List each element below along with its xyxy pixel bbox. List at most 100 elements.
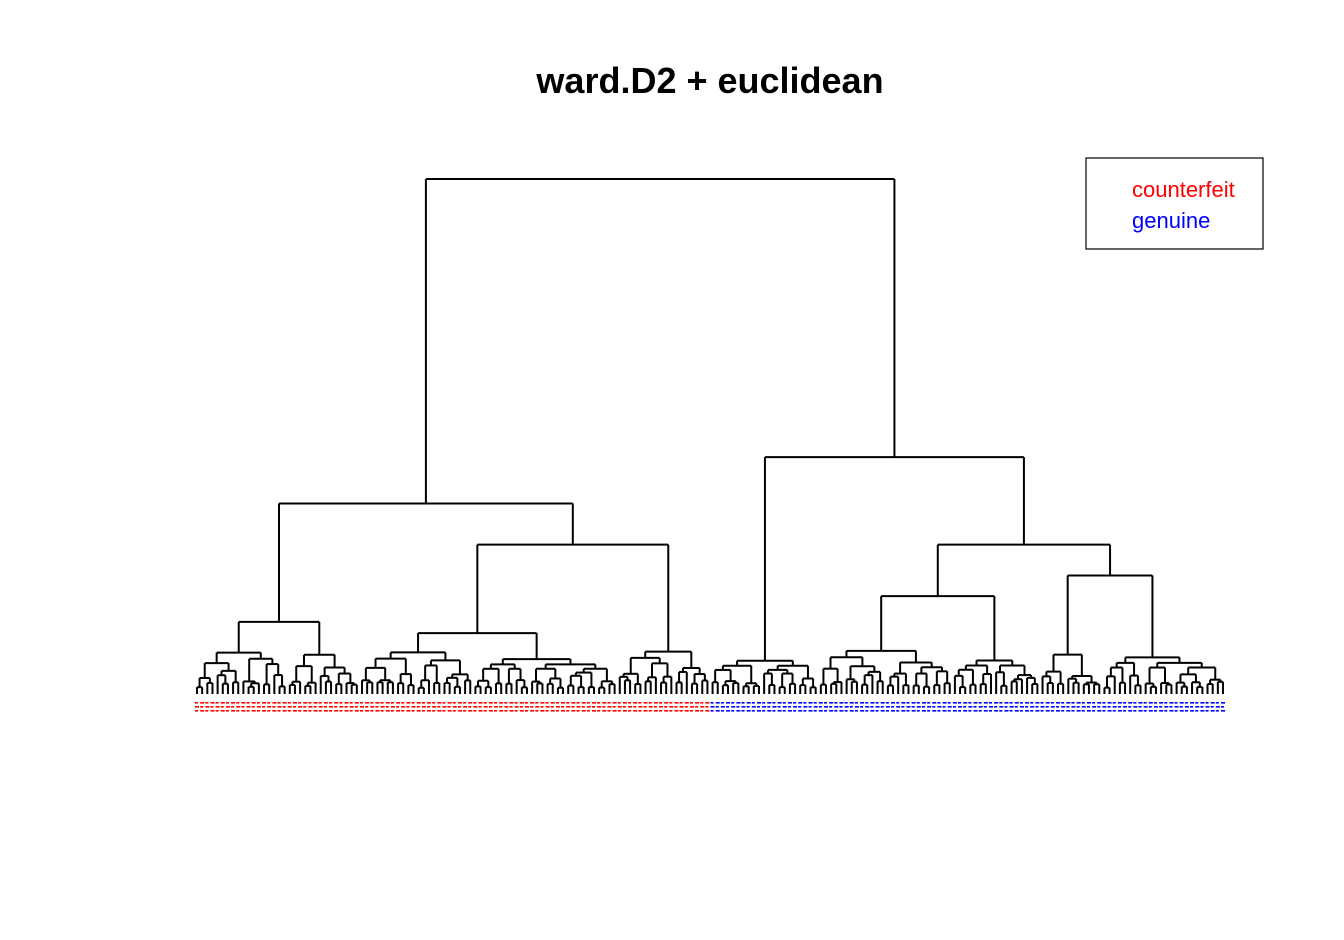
leaf-label-mark-counterfeit bbox=[555, 702, 559, 704]
leaf-label-mark-genuine bbox=[860, 706, 864, 708]
leaf-label-mark-counterfeit bbox=[267, 702, 271, 704]
leaf-label-mark-genuine bbox=[906, 706, 911, 708]
leaf-label-mark-genuine bbox=[1035, 706, 1039, 708]
leaf-label-mark-genuine bbox=[1061, 702, 1065, 704]
leaf-label-mark-counterfeit bbox=[344, 706, 348, 708]
leaf-label-mark-genuine bbox=[963, 702, 968, 704]
leaf-label-mark-counterfeit bbox=[591, 702, 596, 704]
leaf-label-mark-genuine bbox=[839, 710, 844, 712]
leaf-label-mark-counterfeit bbox=[457, 706, 461, 708]
leaf-label-mark-counterfeit bbox=[241, 710, 246, 712]
leaf-label-mark-genuine bbox=[1205, 702, 1209, 704]
leaf-label-mark-counterfeit bbox=[220, 710, 225, 712]
leaf-label-mark-genuine bbox=[911, 702, 916, 704]
leaf-label-mark-counterfeit bbox=[313, 710, 318, 712]
leaf-label-mark-genuine bbox=[1143, 710, 1147, 712]
leaf-label-mark-counterfeit bbox=[251, 702, 256, 704]
leaf-label-mark-genuine bbox=[1102, 706, 1107, 708]
leaf-label-mark-counterfeit bbox=[432, 706, 437, 708]
leaf-label-mark-counterfeit bbox=[591, 706, 595, 708]
leaf-label-mark-counterfeit bbox=[607, 710, 611, 712]
leaf-label-mark-genuine bbox=[726, 706, 730, 708]
leaf-label-mark-counterfeit bbox=[442, 706, 447, 708]
leaf-label-mark-genuine bbox=[978, 706, 983, 708]
leaf-label-mark-counterfeit bbox=[365, 702, 370, 704]
leaf-label-mark-counterfeit bbox=[478, 710, 483, 712]
leaf-label-mark-genuine bbox=[1025, 702, 1030, 704]
leaf-label-mark-genuine bbox=[896, 702, 900, 704]
leaf-label-mark-counterfeit bbox=[653, 710, 658, 712]
leaf-label-mark-genuine bbox=[1169, 710, 1174, 712]
leaf-label-mark-genuine bbox=[746, 702, 751, 704]
leaf-label-mark-genuine bbox=[963, 710, 968, 712]
leaf-label-mark-counterfeit bbox=[236, 710, 240, 712]
leaf-label-mark-genuine bbox=[767, 702, 772, 704]
leaf-label-mark-genuine bbox=[715, 710, 720, 712]
leaf-label-mark-counterfeit bbox=[339, 702, 343, 704]
leaf-label-mark-counterfeit bbox=[633, 706, 637, 708]
leaf-label-mark-genuine bbox=[854, 706, 859, 708]
leaf-label-mark-counterfeit bbox=[251, 706, 255, 708]
leaf-label-mark-genuine bbox=[710, 702, 714, 704]
leaf-label-mark-counterfeit bbox=[432, 710, 436, 712]
leaf-label-mark-counterfeit bbox=[545, 706, 550, 708]
leaf-label-mark-genuine bbox=[968, 706, 973, 708]
leaf-label-mark-genuine bbox=[824, 702, 828, 704]
leaf-label-mark-counterfeit bbox=[246, 706, 251, 708]
leaf-label-mark-counterfeit bbox=[571, 706, 575, 708]
leaf-label-mark-counterfeit bbox=[272, 710, 277, 712]
leaf-label-mark-genuine bbox=[1184, 702, 1188, 704]
leaf-label-mark-counterfeit bbox=[298, 702, 302, 704]
leaf-label-mark-genuine bbox=[849, 706, 853, 708]
leaf-label-mark-counterfeit bbox=[390, 710, 394, 712]
leaf-label-mark-genuine bbox=[988, 706, 993, 708]
leaf-label-mark-counterfeit bbox=[390, 702, 394, 704]
leaf-label-mark-counterfeit bbox=[530, 702, 535, 704]
leaf-label-mark-counterfeit bbox=[359, 702, 363, 704]
leaf-label-mark-genuine bbox=[973, 706, 977, 708]
leaf-label-mark-counterfeit bbox=[457, 710, 462, 712]
leaf-label-mark-genuine bbox=[1056, 702, 1061, 704]
leaf-label-mark-counterfeit bbox=[638, 702, 642, 704]
leaf-label-mark-counterfeit bbox=[488, 710, 493, 712]
leaf-label-mark-genuine bbox=[1097, 710, 1102, 712]
leaf-label-mark-counterfeit bbox=[318, 702, 322, 704]
leaf-label-mark-counterfeit bbox=[323, 710, 328, 712]
leaf-label-mark-counterfeit bbox=[457, 702, 462, 704]
leaf-label-mark-counterfeit bbox=[427, 710, 432, 712]
leaf-label-mark-counterfeit bbox=[664, 710, 669, 712]
leaf-label-mark-counterfeit bbox=[659, 710, 663, 712]
leaf-label-mark-genuine bbox=[942, 710, 947, 712]
leaf-label-mark-genuine bbox=[1081, 702, 1085, 704]
leaf-label-mark-counterfeit bbox=[669, 702, 673, 704]
leaf-label-mark-counterfeit bbox=[432, 702, 436, 704]
leaf-label-mark-genuine bbox=[720, 702, 724, 704]
leaf-label-mark-counterfeit bbox=[267, 706, 272, 708]
leaf-label-mark-counterfeit bbox=[329, 702, 333, 704]
leaf-label-mark-genuine bbox=[777, 702, 782, 704]
leaf-label-mark-counterfeit bbox=[535, 710, 539, 712]
leaf-label-mark-counterfeit bbox=[483, 706, 488, 708]
leaf-label-mark-genuine bbox=[942, 706, 946, 708]
leaf-label-mark-genuine bbox=[803, 710, 807, 712]
leaf-label-mark-genuine bbox=[741, 706, 746, 708]
leaf-label-mark-genuine bbox=[983, 706, 987, 708]
leaf-label-mark-genuine bbox=[1040, 706, 1045, 708]
leaf-label-mark-counterfeit bbox=[689, 702, 693, 704]
leaf-label-mark-counterfeit bbox=[586, 710, 590, 712]
leaf-label-mark-genuine bbox=[921, 710, 926, 712]
leaf-label-mark-genuine bbox=[1112, 702, 1116, 704]
leaf-label-mark-genuine bbox=[1174, 710, 1178, 712]
leaf-label-mark-genuine bbox=[1009, 706, 1014, 708]
leaf-label-mark-counterfeit bbox=[241, 706, 245, 708]
leaf-label-mark-counterfeit bbox=[648, 710, 652, 712]
leaf-label-mark-genuine bbox=[1035, 710, 1040, 712]
leaf-label-mark-genuine bbox=[937, 710, 941, 712]
leaf-label-mark-counterfeit bbox=[375, 710, 380, 712]
leaf-label-mark-counterfeit bbox=[633, 710, 638, 712]
leaf-label-mark-genuine bbox=[741, 710, 745, 712]
leaf-label-mark-genuine bbox=[1097, 702, 1102, 704]
leaf-label-mark-counterfeit bbox=[401, 710, 405, 712]
leaf-label-mark-counterfeit bbox=[380, 710, 384, 712]
